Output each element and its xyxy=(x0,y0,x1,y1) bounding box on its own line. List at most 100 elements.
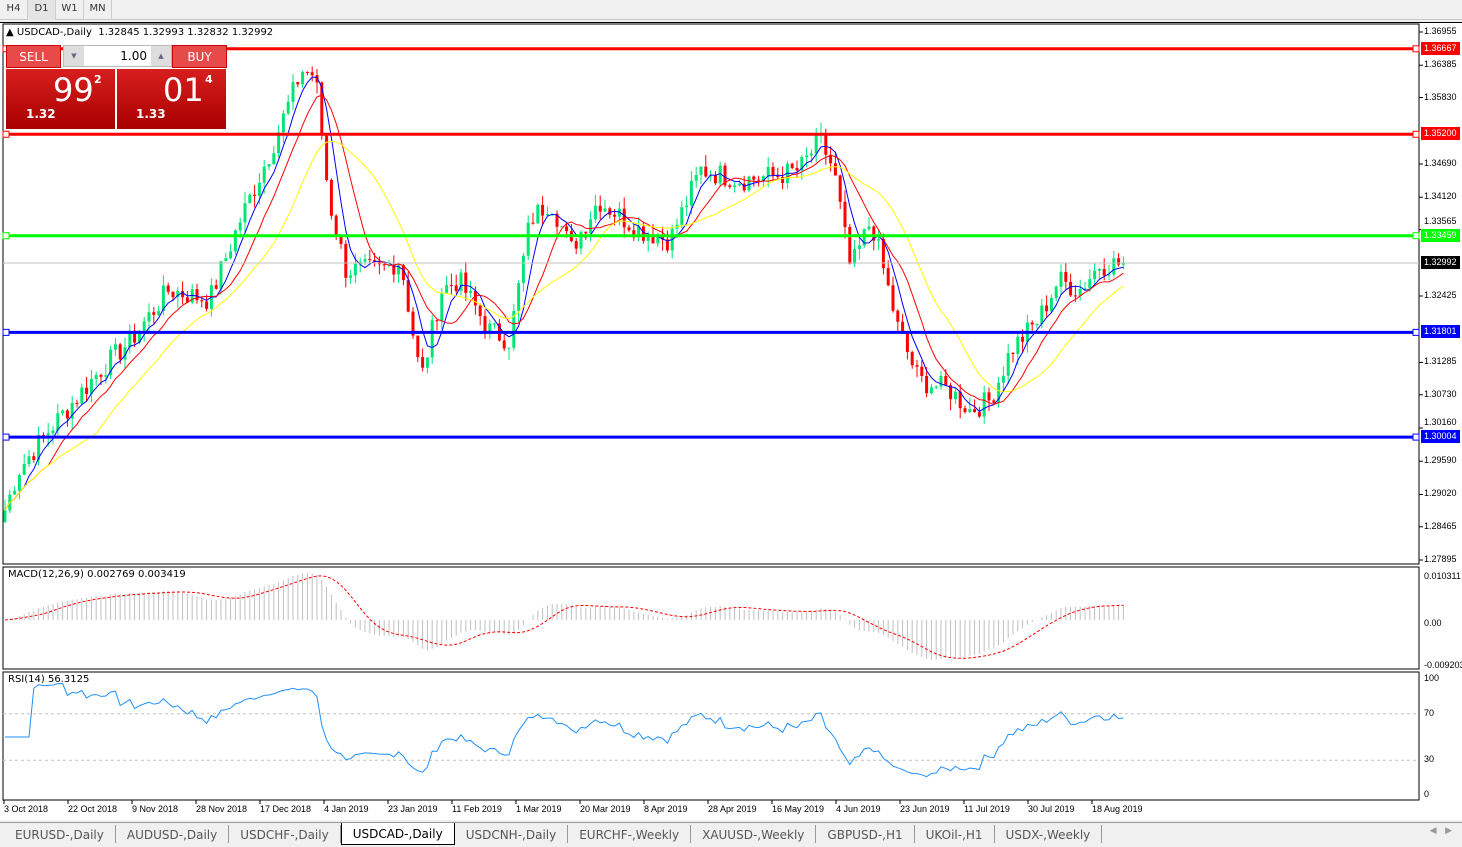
candle-body xyxy=(790,163,794,168)
candle-body xyxy=(848,227,852,264)
level-handle xyxy=(1412,328,1420,336)
sell-button[interactable]: SELL xyxy=(6,45,61,68)
candle-body xyxy=(368,259,372,261)
candle-body xyxy=(1078,288,1082,296)
chart-window[interactable]: ▲ USDCAD-,Daily 1.32845 1.32993 1.32832 … xyxy=(0,22,1462,820)
price-axis-label: 1.34120 xyxy=(1424,191,1457,202)
date-axis-label: 23 Jan 2019 xyxy=(388,804,438,814)
candle-body xyxy=(1088,279,1092,289)
candle-body xyxy=(1006,352,1010,376)
buy-price[interactable]: 1.33 01 4 xyxy=(117,69,226,129)
candle-body xyxy=(949,385,953,400)
candle-body xyxy=(1097,269,1101,271)
candle-body xyxy=(507,347,511,349)
candle-body xyxy=(545,214,549,216)
candle-body xyxy=(771,166,775,176)
candle-body xyxy=(1054,286,1058,298)
buy-price-big: 1.33 xyxy=(136,107,166,121)
timeframe-w1[interactable]: W1 xyxy=(56,0,84,20)
candle-body xyxy=(435,320,439,322)
candle-body xyxy=(1030,322,1034,325)
candle-body xyxy=(305,71,309,73)
chart-tab[interactable]: XAUUSD-,Weekly xyxy=(691,825,817,843)
candle-body xyxy=(809,153,813,156)
candle-body xyxy=(905,333,909,353)
candle-body xyxy=(901,321,905,334)
candle-body xyxy=(512,310,516,348)
candle-body xyxy=(862,229,866,246)
candle-body xyxy=(195,289,199,301)
candle-body xyxy=(3,510,7,523)
candle-body xyxy=(334,215,338,237)
date-axis-label: 9 Nov 2018 xyxy=(132,804,179,814)
chart-tab[interactable]: USDCHF-,Daily xyxy=(229,825,341,843)
lot-increase-button[interactable]: ▲ xyxy=(151,46,171,66)
price-axis-label: 1.30730 xyxy=(1424,388,1457,399)
chart-tab[interactable]: AUDUSD-,Daily xyxy=(116,825,230,843)
candle-body xyxy=(454,285,458,291)
date-axis-label: 8 Apr 2019 xyxy=(644,804,688,814)
price-axis-label: 1.32425 xyxy=(1424,290,1457,300)
candle-body xyxy=(584,231,588,234)
price-axis-label: 1.28465 xyxy=(1424,520,1457,531)
date-axis-label: 22 Oct 2018 xyxy=(68,804,118,814)
date-axis-label: 11 Feb 2019 xyxy=(452,804,502,814)
main-panel-frame xyxy=(2,23,1420,565)
lot-decrease-button[interactable]: ▼ xyxy=(64,46,84,66)
tab-scroll-arrows[interactable]: ◀ ▶ xyxy=(1429,826,1452,836)
date-axis-label: 23 Jun 2019 xyxy=(900,804,950,814)
candle-body xyxy=(310,72,314,76)
candle-body xyxy=(929,387,933,394)
buy-button[interactable]: BUY xyxy=(172,45,227,68)
candle-body xyxy=(13,490,17,495)
chart-tab[interactable]: EURUSD-,Daily xyxy=(4,825,116,843)
price-axis-label: 1.33565 xyxy=(1424,215,1457,226)
sell-price[interactable]: 1.32 99 2 xyxy=(6,69,115,129)
candle-body xyxy=(598,205,602,212)
candle-body xyxy=(685,205,689,208)
chart-tab[interactable]: USDX-,Weekly xyxy=(995,825,1103,843)
lot-value[interactable]: 1.00 xyxy=(120,49,147,63)
chart-tab[interactable]: UKOil-,H1 xyxy=(915,825,995,843)
date-axis-label: 4 Jun 2019 xyxy=(836,804,881,814)
chart-tab[interactable]: USDCNH-,Daily xyxy=(455,825,569,843)
candle-body xyxy=(891,285,895,311)
chart-tab[interactable]: USDCAD-,Daily xyxy=(340,823,455,845)
candle-body xyxy=(502,340,506,349)
price-axis-label: 1.29590 xyxy=(1424,455,1457,466)
lot-size-input[interactable]: ▼ 1.00 ▲ xyxy=(63,45,172,67)
price-axis-label: 1.36955 xyxy=(1424,26,1457,36)
candle-body xyxy=(17,474,21,491)
candle-body xyxy=(397,265,401,275)
candle-body xyxy=(483,316,487,332)
date-axis-label: 20 Mar 2019 xyxy=(580,804,631,814)
candle-body xyxy=(805,155,809,158)
rsi-line xyxy=(5,682,1124,778)
candle-body xyxy=(61,410,65,414)
price-chart[interactable] xyxy=(0,23,1462,821)
candle-body xyxy=(161,285,165,312)
timeframe-h4[interactable]: H4 xyxy=(0,0,28,20)
date-axis-label: 28 Apr 2019 xyxy=(708,804,757,814)
timeframe-mn[interactable]: MN xyxy=(84,0,112,20)
candle-body xyxy=(627,227,631,231)
candle-body xyxy=(526,222,530,256)
candle-body xyxy=(325,135,329,180)
candle-body xyxy=(973,409,977,413)
candle-body xyxy=(339,236,343,244)
candle-body xyxy=(109,349,113,376)
candle-body xyxy=(425,357,429,368)
candle-body xyxy=(1001,375,1005,383)
candle-body xyxy=(752,176,756,180)
candle-body xyxy=(824,133,828,155)
candle-body xyxy=(593,205,597,220)
candle-body xyxy=(1049,297,1053,312)
chart-tab[interactable]: EURCHF-,Weekly xyxy=(568,825,692,843)
candle-body xyxy=(565,226,569,232)
timeframe-d1[interactable]: D1 xyxy=(28,0,56,20)
candle-body xyxy=(953,391,957,400)
candle-body xyxy=(104,375,108,377)
candle-body xyxy=(1064,271,1068,282)
chart-tab[interactable]: GBPUSD-,H1 xyxy=(816,825,915,843)
rsi-label: RSI(14) 56.3125 xyxy=(8,674,90,685)
